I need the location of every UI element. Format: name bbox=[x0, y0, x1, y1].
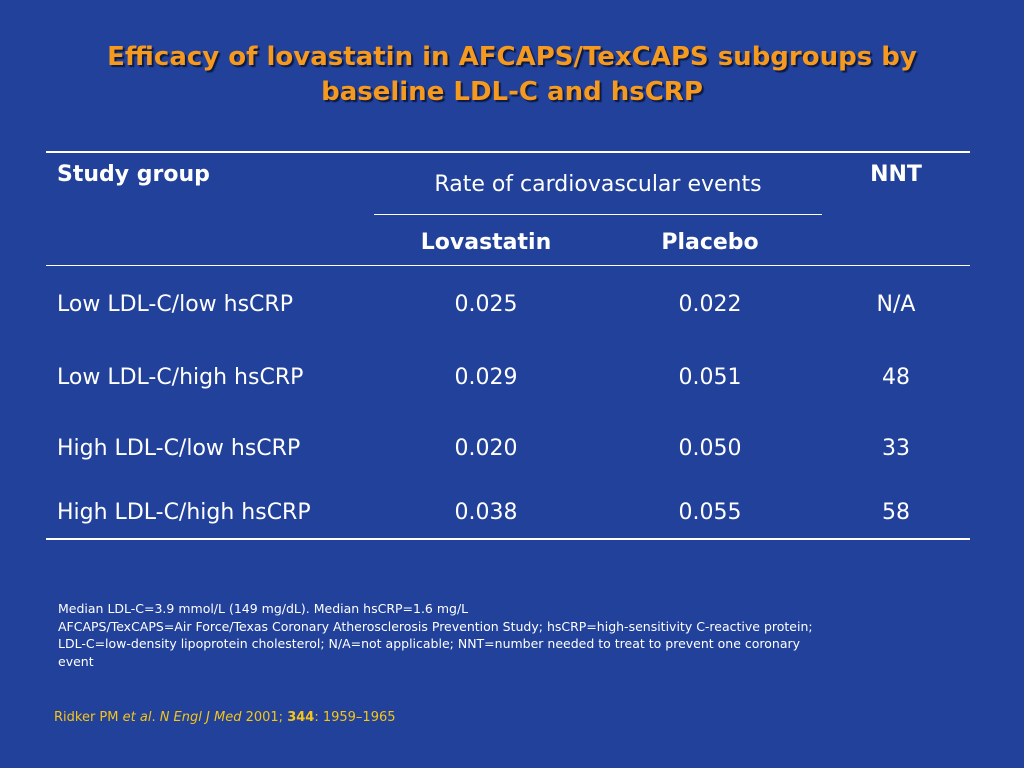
header-lovastatin: Lovastatin bbox=[420, 230, 552, 255]
citation-authors: Ridker PM bbox=[54, 710, 123, 725]
table-bottom-rule bbox=[46, 538, 970, 540]
citation-pages: : 1959–1965 bbox=[314, 710, 396, 725]
citation-et-al: et al bbox=[122, 710, 152, 725]
slide-title: Efficacy of lovastatin in AFCAPS/TexCAPS… bbox=[40, 40, 984, 110]
footnote: Median LDL-C=3.9 mmol/L (149 mg/dL). Med… bbox=[58, 600, 978, 670]
rate-group-underline bbox=[374, 214, 822, 215]
row-nnt: N/A bbox=[876, 292, 916, 317]
row-study-group: Low LDL-C/high hsCRP bbox=[57, 365, 304, 390]
row-lovastatin-rate: 0.029 bbox=[454, 365, 518, 390]
citation-journal: N Engl J Med bbox=[159, 710, 242, 725]
footnote-line-1: Median LDL-C=3.9 mmol/L (149 mg/dL). Med… bbox=[58, 601, 469, 616]
citation: Ridker PM et al. N Engl J Med 2001; 344:… bbox=[54, 709, 396, 727]
row-placebo-rate: 0.051 bbox=[678, 365, 742, 390]
header-study-group: Study group bbox=[57, 162, 210, 187]
row-placebo-rate: 0.022 bbox=[678, 292, 742, 317]
citation-year: 2001; bbox=[241, 710, 288, 725]
row-nnt: 33 bbox=[882, 436, 910, 461]
header-nnt: NNT bbox=[870, 162, 922, 187]
row-placebo-rate: 0.050 bbox=[678, 436, 742, 461]
slide-title-line-1: Efficacy of lovastatin in AFCAPS/TexCAPS… bbox=[107, 42, 917, 72]
footnote-line-3: LDL-C=low-density lipoprotein cholestero… bbox=[58, 636, 801, 651]
row-placebo-rate: 0.055 bbox=[678, 500, 742, 525]
row-nnt: 58 bbox=[882, 500, 910, 525]
slide-title-line-2: baseline LDL-C and hsCRP bbox=[321, 77, 703, 107]
footnote-line-2: AFCAPS/TexCAPS=Air Force/Texas Coronary … bbox=[58, 618, 813, 634]
header-bottom-rule bbox=[46, 265, 970, 266]
row-lovastatin-rate: 0.025 bbox=[454, 292, 518, 317]
row-study-group: High LDL-C/high hsCRP bbox=[57, 500, 311, 525]
table-top-rule bbox=[46, 151, 970, 153]
header-rate-group: Rate of cardiovascular events bbox=[434, 172, 762, 197]
row-study-group: High LDL-C/low hsCRP bbox=[57, 436, 301, 461]
header-placebo: Placebo bbox=[661, 230, 759, 255]
row-study-group: Low LDL-C/low hsCRP bbox=[57, 292, 293, 317]
row-nnt: 48 bbox=[882, 365, 910, 390]
footnote-line-4: event bbox=[58, 653, 94, 669]
row-lovastatin-rate: 0.038 bbox=[454, 500, 518, 525]
row-lovastatin-rate: 0.020 bbox=[454, 436, 518, 461]
citation-separator: . bbox=[151, 710, 160, 725]
citation-volume: 344 bbox=[287, 710, 315, 725]
